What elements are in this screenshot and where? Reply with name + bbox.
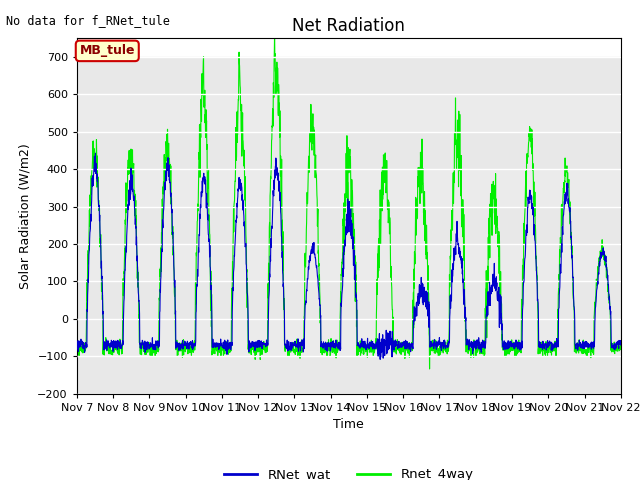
Text: MB_tule: MB_tule	[79, 44, 135, 58]
Bar	[77, 95, 621, 132]
Title: Net Radiation: Net Radiation	[292, 17, 405, 36]
X-axis label: Time: Time	[333, 418, 364, 431]
Y-axis label: Solar Radiation (W/m2): Solar Radiation (W/m2)	[19, 143, 32, 289]
Bar	[77, 319, 621, 356]
Bar	[77, 169, 621, 207]
Bar	[77, 244, 621, 281]
Bar	[77, 57, 621, 95]
Legend: RNet_wat, Rnet_4way: RNet_wat, Rnet_4way	[219, 463, 479, 480]
Bar	[77, 132, 621, 169]
Text: No data for f_RNet_tule: No data for f_RNet_tule	[6, 14, 170, 27]
Bar	[77, 356, 621, 394]
Bar	[77, 207, 621, 244]
Bar	[77, 281, 621, 319]
